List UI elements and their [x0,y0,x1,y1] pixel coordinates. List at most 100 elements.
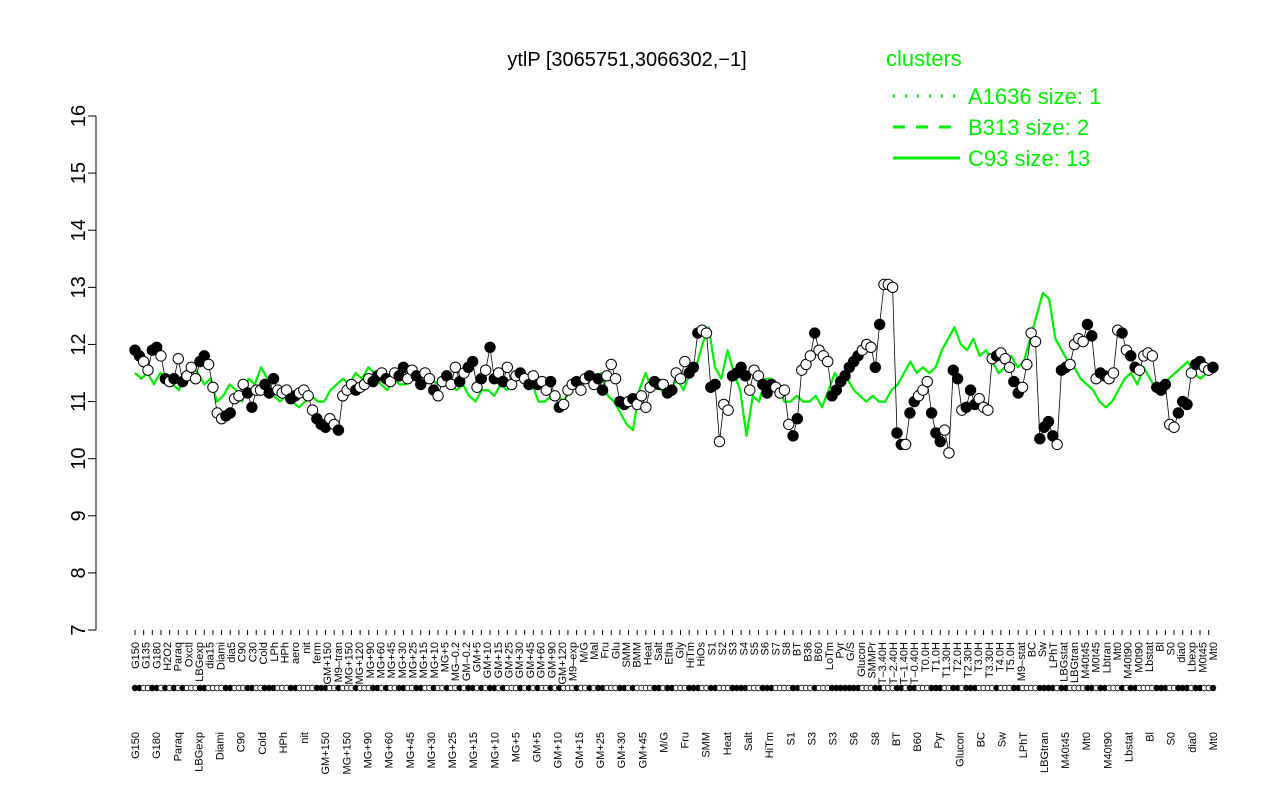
data-point [951,373,964,385]
x-axis-ticks [134,630,1210,635]
x-tick-label: Lbtran [1101,642,1113,673]
data-point [479,364,492,376]
x-tick-label: MG+120 [354,642,366,685]
x-tick-label: M/G [658,732,670,753]
x-tick-label: T2.30H [963,642,975,678]
x-tick-label: T4.0H [995,642,1007,672]
x-tick-label: B60 [912,732,924,752]
data-point [207,381,219,393]
x-tick-label: Salt [653,642,665,661]
data-point [544,375,557,388]
data-point [557,398,570,411]
x-tick-label: MG+30 [397,642,409,678]
x-tick-label: S4 [738,642,750,655]
data-point [142,364,154,376]
data-point [709,378,721,391]
legend-entry-label: C93 size: 13 [968,146,1090,171]
x-rug-markers [131,684,1217,692]
x-tick-label: BC [975,732,987,747]
data-point [155,350,167,362]
x-tick-label: Mt0 [1208,732,1220,750]
x-tick-label: HiTm [764,732,776,758]
x-tick-label: H2O2 [162,642,174,671]
y-tick-label: 9 [68,510,90,521]
x-tick-label: GM+25 [504,642,516,678]
x-tick-label: MG+45 [386,642,398,678]
data-point [700,327,713,339]
x-tick-label: G135 [141,642,153,669]
data-point [886,281,899,294]
x-tick-label: T1.30H [941,642,953,678]
data-point [246,401,258,413]
x-tick-label: dia0 [1176,642,1188,663]
x-tick-label: GM+25 [595,732,607,768]
x-tick-label: Heat [642,642,654,665]
x-tick-label: Cold [257,732,269,755]
data-point [722,404,734,416]
x-tick-label: S1 [706,642,718,655]
data-point [432,390,444,402]
x-tick-label: GM+5 [472,642,484,672]
chart-title: ytlP [3065751,3066302,−1] [507,49,746,71]
data-point [921,375,933,388]
x-tick-label: T3.0H [973,642,985,672]
x-tick-label: B36 [802,642,814,662]
x-tick-label: Bl [1155,642,1167,652]
x-tick-label: Sw [997,732,1009,747]
x-tick-label: Lbstat [1144,642,1156,672]
x-tick-label: M40t45 [1060,732,1072,769]
x-tick-label: dia15 [205,642,217,669]
x-tick-label: GM+30 [514,642,526,678]
x-tick-label: HPh [278,732,290,753]
data-point [415,378,427,391]
x-tick-label: GM+45 [637,732,649,768]
legend: clusters A1636 size: 1 B313 size: 2 C93 si… [886,46,1101,171]
y-axis: 7 8 9 10 11 12 13 14 15 16 [68,105,97,636]
data-point [891,427,903,439]
y-tick-label: 10 [68,448,90,470]
y-tick-label: 12 [68,333,90,355]
x-tick-label: GM+15 [574,732,586,768]
x-tick-label: HiTm [685,642,697,668]
x-tick-label: GM+45 [525,642,537,678]
x-tick-label: T2.0H [952,642,964,672]
data-point [1081,318,1094,331]
x-tick-label: M40t90 [1123,642,1135,679]
x-tick-label: B60 [813,642,825,662]
x-tick-labels-bottom: G150 G180 Paraq LBGexp Diami C90 Cold HPh nit GM+… [130,732,1220,775]
x-tick-label: Diami [215,642,227,670]
data-point [1181,398,1193,411]
x-tick-label: GM+10 [553,732,565,768]
x-tick-label: MG+30 [426,732,438,768]
x-tick-label: Glu [610,642,622,659]
x-tick-label: S3 [828,732,840,745]
data-point [1086,330,1098,342]
data-point [982,404,994,416]
legend-entry-label: B313 size: 2 [968,115,1089,140]
data-point [1042,415,1055,428]
x-tick-label: SMM [701,732,713,758]
x-tick-label: MG+60 [384,732,396,768]
data-point [1016,381,1029,393]
data-point [943,447,955,459]
x-tick-label: S8 [781,642,793,655]
x-tick-label: MG+15 [468,732,480,768]
x-tick-label: Diami [215,732,227,760]
data-point [873,318,886,331]
x-tick-label: ferm [311,642,323,664]
data-point [804,350,817,362]
data-point [449,361,462,373]
x-tick-label: GM+10 [482,642,494,678]
x-tick-label: C90 [236,732,248,752]
x-tick-label: LBGtran [1069,642,1081,683]
x-tick-label: S8 [870,732,882,745]
data-point [596,384,609,396]
x-tick-label: M9–stat [1016,642,1028,681]
x-tick-label: S6 [760,642,772,655]
x-tick-label: Mt0 [1081,732,1093,750]
data-point [869,361,882,373]
x-tick-label: S3 [728,642,740,655]
legend-entry-label: A1636 size: 1 [968,84,1101,109]
data-point [1133,364,1146,376]
data-point [713,435,726,448]
